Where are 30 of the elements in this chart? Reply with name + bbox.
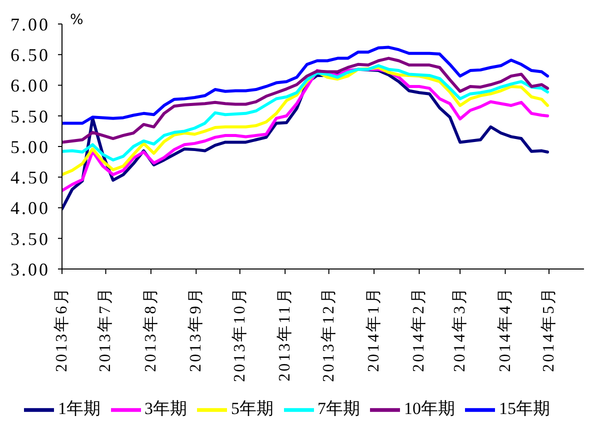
- line-series: [62, 46, 550, 125]
- x-tick-label: 2014年3月: [452, 286, 469, 372]
- x-tick-label: 2013年12月: [320, 286, 338, 382]
- x-tick-label: 2014年2月: [410, 286, 428, 372]
- x-tick-label: 2014年5月: [540, 286, 558, 372]
- legend-label: 15年期: [499, 398, 550, 418]
- x-tick-label: 2013年9月: [188, 286, 205, 372]
- legend-label: 1年期: [58, 398, 100, 418]
- legend-label: 10年期: [404, 398, 455, 418]
- y-axis-title: %: [70, 12, 84, 28]
- x-tick-label: 2014年4月: [496, 286, 514, 372]
- legend-label: 3年期: [144, 398, 187, 418]
- y-tick-label: 3.00: [10, 259, 50, 280]
- y-tick-label: 3.50: [10, 228, 50, 249]
- y-tick-label: 6.00: [10, 76, 50, 96]
- line-series: [62, 56, 550, 144]
- y-tick-label: 4.50: [10, 168, 50, 188]
- legend-label: 5年期: [231, 398, 274, 418]
- x-tick-label: 2013年7月: [97, 286, 114, 372]
- x-tick-label: 2013年8月: [142, 286, 160, 372]
- x-tick-label: 2013年10月: [231, 286, 248, 382]
- y-tick-label: 6.50: [10, 45, 50, 66]
- y-tick-label: 4.00: [10, 198, 50, 218]
- x-tick-label: 2013年6月: [54, 286, 70, 372]
- y-tick-label: 7.00: [10, 14, 50, 34]
- y-tick-label: 5.00: [10, 136, 50, 157]
- legend-label: 7年期: [318, 398, 360, 418]
- x-tick-label: 2014年1月: [366, 286, 383, 372]
- y-tick-label: 5.50: [10, 106, 50, 126]
- x-tick-label: 2013年11月: [276, 286, 294, 382]
